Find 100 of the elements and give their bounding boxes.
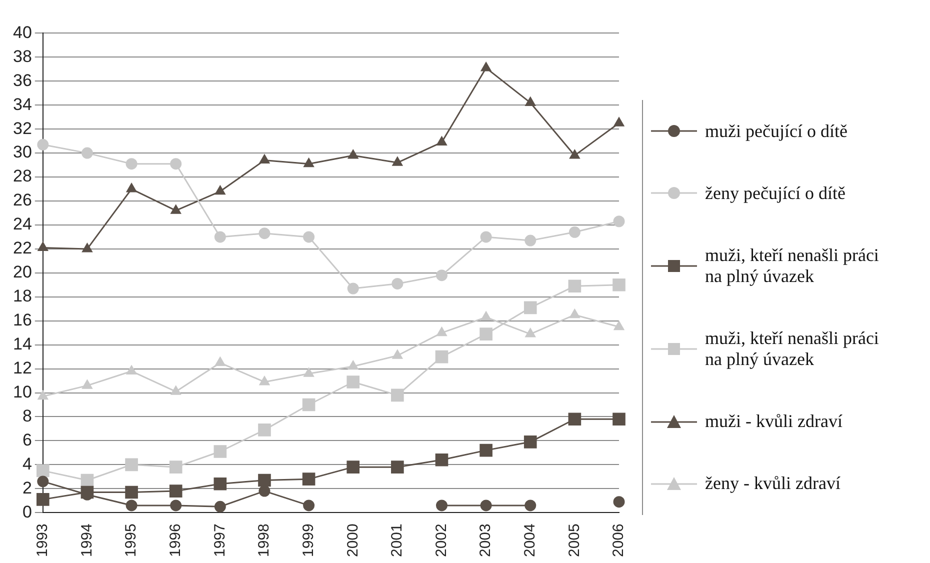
point (303, 500, 315, 512)
point (304, 368, 314, 377)
x-tick-label: 1994 (78, 524, 96, 558)
x-tick-label: 1995 (122, 524, 140, 558)
y-tick-label: 4 (22, 454, 32, 474)
point (480, 500, 492, 512)
point (215, 357, 226, 366)
point (435, 453, 448, 466)
point (346, 460, 360, 474)
y-tick-label: 10 (12, 382, 32, 402)
point (259, 376, 270, 386)
y-tick-label: 12 (12, 358, 32, 378)
point (126, 365, 137, 374)
point (214, 231, 226, 243)
x-tick-label: 2002 (432, 524, 450, 558)
point (214, 500, 226, 512)
point (170, 500, 182, 512)
x-tick-label: 2005 (566, 524, 583, 558)
point (258, 485, 270, 497)
y-tick-label: 18 (12, 286, 32, 306)
point (524, 301, 537, 314)
point (304, 158, 314, 168)
legend-label: muži pečující o dítě (705, 120, 848, 142)
legend-label: muži, kteří nenašli práci na plný úvazek (705, 244, 880, 287)
point (436, 270, 448, 282)
point (480, 231, 492, 243)
y-tick-label: 24 (12, 214, 32, 234)
point (214, 477, 227, 490)
point (170, 158, 182, 170)
y-tick-label: 38 (12, 46, 32, 66)
y-tick-label: 26 (12, 190, 32, 210)
y-tick-label: 6 (22, 430, 32, 450)
point (612, 278, 626, 292)
point (80, 474, 94, 487)
point (82, 243, 92, 252)
point (302, 472, 316, 486)
point (613, 496, 625, 508)
point (391, 388, 404, 402)
point (302, 398, 316, 412)
point (126, 183, 137, 192)
point (480, 312, 492, 321)
point (392, 278, 404, 290)
point (435, 350, 448, 364)
point (82, 380, 92, 389)
x-tick-label: 2001 (388, 524, 406, 558)
y-tick-label: 20 (12, 262, 32, 282)
y-tick-label: 0 (22, 502, 32, 522)
legend-label: muži, kteří nenašli práci na plný úvazek (705, 328, 880, 370)
point (568, 226, 580, 238)
y-tick-label: 28 (12, 166, 32, 186)
point (36, 464, 50, 478)
point (125, 486, 138, 499)
point (525, 96, 536, 106)
x-tick-label: 1993 (34, 524, 52, 558)
y-tick-label: 16 (12, 310, 32, 330)
point (169, 460, 182, 474)
point (524, 436, 537, 448)
point (348, 150, 358, 159)
x-tick-label: 2006 (610, 524, 628, 558)
y-tick-label: 30 (12, 142, 32, 162)
point (348, 360, 358, 370)
legend-label: ženy pečující o dítě (705, 182, 846, 204)
legend-label: ženy - kvůli zdraví (705, 473, 842, 494)
point (37, 476, 49, 488)
point (38, 242, 48, 251)
point (570, 150, 580, 159)
point (436, 136, 447, 146)
point (126, 158, 138, 170)
point (347, 282, 359, 294)
point (346, 376, 360, 388)
point (36, 493, 50, 506)
point (612, 412, 626, 426)
point (38, 390, 48, 400)
x-tick-label: 1999 (300, 524, 317, 558)
point (568, 412, 582, 426)
point (215, 186, 226, 195)
point (258, 424, 271, 436)
point (480, 62, 492, 72)
y-tick-label: 36 (12, 70, 32, 90)
point (392, 350, 403, 359)
point (303, 231, 315, 243)
point (37, 138, 49, 150)
y-tick-label: 40 (12, 22, 32, 42)
x-tick-label: 2004 (522, 524, 539, 558)
point (81, 147, 93, 159)
point (480, 328, 492, 340)
x-tick-label: 1998 (256, 524, 273, 558)
y-tick-label: 22 (12, 238, 32, 258)
y-tick-label: 2 (22, 478, 32, 498)
point (570, 309, 580, 318)
point (525, 328, 536, 338)
point (613, 216, 625, 228)
point (524, 234, 536, 246)
point (259, 154, 270, 164)
y-tick-label: 8 (22, 406, 32, 426)
point (214, 445, 227, 458)
point (170, 204, 181, 214)
x-tick-label: 2000 (344, 524, 362, 558)
x-tick-label: 1997 (211, 524, 228, 558)
y-tick-label: 14 (12, 334, 32, 354)
